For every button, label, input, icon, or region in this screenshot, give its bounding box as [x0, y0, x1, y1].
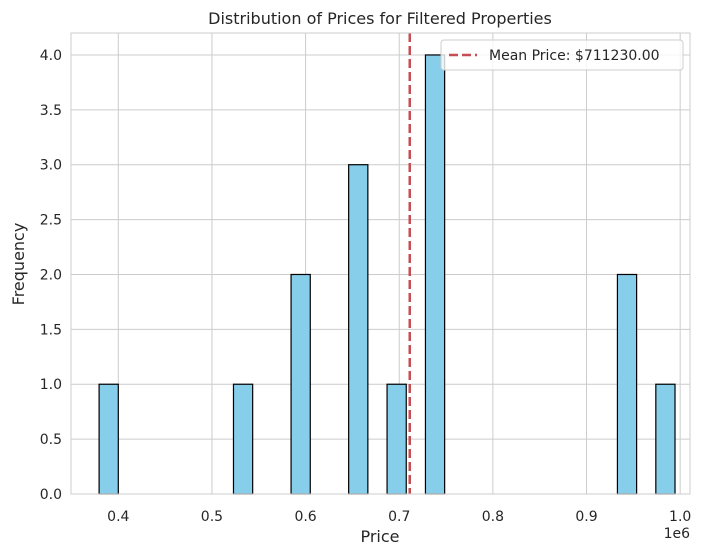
legend-mean-label: Mean Price: $711230.00: [489, 48, 660, 64]
x-tick-label: 0.8: [482, 509, 504, 525]
y-tick-label: 4.0: [40, 48, 62, 64]
histogram-bar: [616, 273, 638, 495]
y-tick-label: 3.0: [40, 158, 62, 174]
legend-box: [440, 39, 684, 71]
y-tick-label: 2.5: [40, 213, 62, 229]
x-tick-labels: 0.4 0.5 0.6 0.7 0.8 0.9 1.0: [107, 509, 691, 525]
grid: [71, 33, 690, 495]
histogram-bar: [232, 383, 254, 495]
chart-title: Distribution of Prices for Filtered Prop…: [208, 9, 552, 28]
x-tick-label: 0.5: [201, 509, 223, 525]
x-tick-label: 0.9: [575, 509, 597, 525]
histogram-bar: [98, 383, 119, 495]
x-tick-label: 0.6: [294, 509, 316, 525]
x-tick-label: 1.0: [669, 509, 691, 525]
y-tick-label: 1.5: [40, 322, 62, 338]
y-tick-label: 2.0: [40, 267, 62, 283]
x-offset-label: 1e6: [664, 526, 691, 542]
bars: [98, 54, 676, 495]
histogram-bar: [386, 383, 407, 495]
y-tick-label: 3.5: [40, 103, 62, 119]
histogram-bar: [290, 273, 311, 495]
y-axis-label: Frequency: [9, 223, 28, 306]
y-tick-label: 1.0: [40, 377, 62, 393]
y-tick-labels: 0.0 0.5 1.0 1.5 2.0 2.5 3.0 3.5 4.0: [40, 48, 62, 503]
y-tick-label: 0.5: [40, 432, 62, 448]
legend: Mean Price: $711230.00: [440, 39, 684, 71]
x-tick-label: 0.7: [388, 509, 410, 525]
histogram-bar: [348, 164, 369, 495]
histogram-bar: [655, 383, 676, 495]
y-tick-label: 0.0: [40, 487, 62, 503]
histogram-bar: [424, 54, 446, 495]
plot-frame: [70, 32, 691, 495]
x-tick-label: 0.4: [107, 509, 129, 525]
x-axis-label: Price: [360, 527, 399, 546]
